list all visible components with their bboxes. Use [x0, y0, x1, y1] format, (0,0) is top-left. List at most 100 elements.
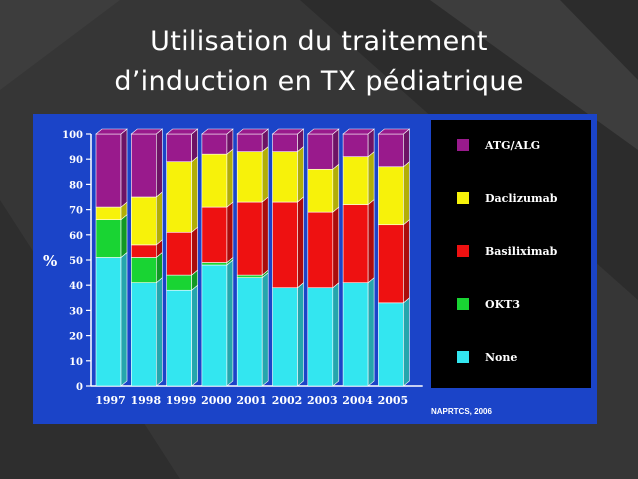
bar-segment — [307, 133, 334, 170]
bar-segment — [378, 302, 404, 387]
bar-segment — [95, 133, 122, 208]
legend-label: None — [485, 351, 517, 364]
bar-top-cap — [130, 128, 164, 135]
bar-segment — [131, 196, 157, 246]
bar-segment — [201, 262, 228, 266]
x-tick-label: 2000 — [201, 394, 232, 407]
bar-segment-side — [332, 128, 340, 170]
bar-segment-side — [226, 259, 234, 387]
bar-segment — [166, 231, 192, 276]
bar-segment — [236, 151, 263, 203]
bar-segment — [378, 224, 404, 304]
bar-segment-side — [120, 128, 128, 208]
chart-panel: 0 10 20 30 40 50 60 70 80 90 100% 1997 1998 1999 2000 2… — [33, 114, 597, 424]
bar-segment-side — [191, 156, 198, 233]
bar-segment — [272, 201, 298, 289]
bar-segment-side — [191, 226, 198, 276]
x-tick-label: 1999 — [166, 394, 197, 407]
bar-segment-side — [297, 145, 304, 203]
bar-segment-side — [332, 206, 340, 289]
bar-segment — [166, 133, 192, 163]
y-tick-label: 30 — [69, 306, 83, 317]
legend-swatch — [457, 139, 469, 151]
bar-segment — [236, 277, 263, 387]
y-tick-label: 100 — [62, 130, 83, 141]
bar-segment-side — [403, 161, 410, 226]
y-tick-label: 50 — [69, 256, 83, 267]
bar-segment — [272, 133, 298, 152]
x-tick-label: 1997 — [95, 394, 126, 407]
bar-segment-side — [261, 271, 269, 387]
y-tick-label: 90 — [69, 155, 83, 166]
bar-segment-side — [297, 282, 304, 387]
bar-segment — [131, 257, 157, 283]
legend-swatch — [457, 351, 469, 363]
y-tick-label: 70 — [69, 206, 83, 217]
bar-top-cap — [236, 128, 270, 135]
bar-segment — [131, 244, 157, 258]
bar-segment-side — [367, 151, 375, 206]
legend-label: Daclizumab — [485, 192, 558, 205]
bar-segment — [342, 282, 369, 387]
bar-top-cap — [201, 128, 234, 135]
bar-segment — [95, 206, 122, 220]
bar-segment-side — [156, 128, 163, 198]
slide-title-line-1: Utilisation du traitement — [150, 26, 488, 57]
bar-top-cap — [306, 128, 340, 135]
bar-segment — [342, 133, 369, 157]
bar-segment-side — [332, 163, 340, 213]
bar-segment — [166, 289, 192, 387]
bar-segment-side — [403, 128, 410, 168]
x-tick-label: 2004 — [342, 394, 373, 407]
bar-segment-side — [367, 198, 375, 284]
y-tick-label: 80 — [69, 180, 83, 191]
bar-top-cap — [342, 128, 375, 135]
bar-segment-side — [191, 128, 198, 163]
bar-segment — [166, 161, 192, 233]
x-tick-label: 1998 — [130, 394, 161, 407]
bar-segment-side — [120, 214, 128, 259]
x-tick-label: 2001 — [236, 394, 267, 407]
bar-segment — [307, 211, 334, 289]
bar-segment — [272, 287, 298, 387]
y-tick-label: 0 — [76, 382, 83, 393]
bar-segment-side — [367, 277, 375, 387]
bar-segment — [201, 133, 228, 155]
bar-top-cap — [165, 128, 199, 135]
bar-segment-side — [156, 191, 163, 246]
x-tick-label: 2005 — [378, 394, 409, 407]
bar-segment — [236, 274, 263, 278]
legend-label: ATG/ALG — [484, 139, 540, 152]
bar-segment-side — [226, 201, 234, 264]
bar-segment — [131, 282, 157, 387]
y-tick-label: 20 — [69, 332, 83, 343]
bar-segment — [307, 287, 334, 387]
source-note: NAPRTCS, 2006 — [431, 407, 492, 416]
bar-segment-side — [261, 196, 269, 276]
bar-segment — [378, 166, 404, 226]
bar-segment — [201, 264, 228, 387]
bar-top-cap — [377, 128, 411, 135]
x-tick-label: 2002 — [272, 394, 303, 407]
legend-label: Basiliximab — [485, 245, 558, 258]
bar-segment-side — [403, 219, 410, 304]
bar-top-cap — [271, 128, 305, 135]
bar-segment — [342, 204, 369, 283]
bar-segment — [95, 219, 122, 258]
slide-title: Utilisation du traitement d’induction en… — [0, 22, 638, 102]
bar-segment — [201, 153, 228, 208]
bar-segment-side — [120, 251, 128, 387]
bar-segment-side — [403, 297, 410, 387]
y-tick-label: 60 — [69, 231, 83, 242]
bar-segment — [166, 274, 192, 291]
bar-segment-side — [191, 284, 198, 387]
bar-segment — [236, 201, 263, 276]
bar-segment — [95, 257, 122, 387]
bar-segment — [236, 133, 263, 152]
legend-label: OKT3 — [485, 298, 520, 311]
bar-segment — [378, 133, 404, 168]
bar-segment-side — [226, 148, 234, 208]
legend-swatch — [457, 192, 469, 204]
y-axis-label: % — [43, 252, 57, 270]
y-tick-label: 40 — [69, 281, 83, 292]
